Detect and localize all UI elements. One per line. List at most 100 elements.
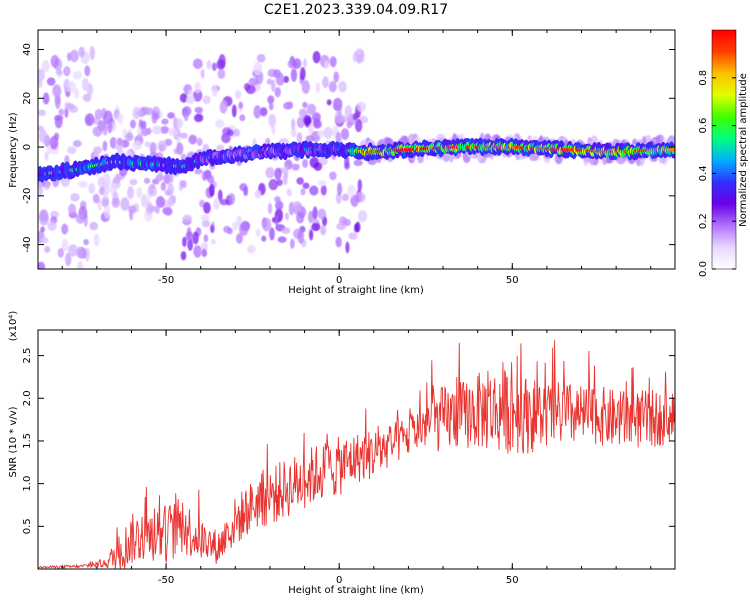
spectrogram-speckle (239, 222, 249, 237)
spectrogram-speckle (173, 117, 184, 129)
spectrogram-speckle (348, 232, 358, 240)
spectrogram-speckle (196, 137, 203, 146)
spectrogram-speckle (58, 108, 65, 116)
spectrogram-speckle (338, 81, 347, 93)
spectrogram-speckle (239, 114, 246, 122)
spectrogram-speckle (248, 77, 259, 87)
spectrogram-speckle (103, 188, 109, 200)
spectrogram-speckle (245, 84, 256, 95)
spectrogram-speckle (46, 77, 56, 86)
spectrogram-speckle (203, 234, 209, 243)
spectrogram-speckle (215, 119, 225, 128)
spectrogram-speckle (84, 113, 95, 127)
spectrogram-speckle (322, 76, 329, 89)
spectrogram-speckle (38, 129, 48, 143)
y-tick-label: -40 (22, 236, 33, 252)
spectrogram-speckle (65, 252, 72, 267)
spectrogram-speckle (50, 54, 60, 68)
spectrogram-speckle (290, 68, 298, 82)
y-tick-label: -20 (22, 188, 33, 204)
spectrogram-speckle (290, 127, 297, 137)
spectrogram-speckle (309, 229, 314, 241)
spectrogram-speckle (247, 244, 256, 254)
spectrogram-frame (37, 29, 676, 270)
spectrogram-speckle (117, 112, 124, 125)
spectrogram-speckle (275, 72, 285, 86)
spectrogram-speckle (84, 65, 91, 77)
spectrogram-speckle (144, 107, 154, 116)
spectrogram-speckle (210, 238, 216, 245)
spectrogram-speckle (92, 193, 100, 204)
spectrogram-speckle (42, 271, 49, 280)
spectrogram-speckle (68, 203, 77, 216)
y-tick-label: 40 (22, 43, 33, 56)
y-tick-label: 1.5 (22, 433, 33, 449)
spectrogram-speckle (70, 193, 80, 202)
spectrogram-speckle (143, 177, 151, 184)
spectrogram-speckle (274, 87, 281, 98)
spectrogram-speckle (320, 224, 327, 236)
spectrogram-speckle (211, 85, 218, 98)
spectrogram-speckle (67, 146, 77, 155)
spectrogram-speckle (176, 142, 184, 155)
spectrogram-speckle (38, 109, 46, 117)
spectrogram-speckle (128, 205, 137, 214)
spectrogram-speckle (305, 135, 315, 142)
spectrogram-speckle (78, 46, 85, 58)
figure-title: C2E1.2023.339.04.09.R17 (264, 2, 448, 18)
spectrogram-speckle (201, 171, 208, 181)
spectrogram-speckle (200, 214, 210, 221)
spectrogram-speckle (46, 145, 53, 155)
spectrogram-speckle (144, 141, 151, 148)
spectrogram-speckle (116, 137, 123, 146)
spectrogram-speckle (97, 176, 105, 187)
spectrogram-speckle (298, 108, 308, 118)
spectrogram-speckle (52, 84, 62, 98)
spectrogram-speckle (315, 82, 321, 93)
spectrogram-speckle (302, 158, 309, 168)
spectrogram-speckle (335, 193, 342, 204)
spectrogram-speckle (180, 180, 187, 189)
spectrogram-speckle (355, 48, 365, 61)
spectrogram-speckle (223, 225, 231, 234)
spectrogram-speckle (254, 189, 262, 199)
snr-y-ticks: 0.5 1.0 1.5 2.0 2.5 (22, 348, 675, 534)
spectrogram-speckle (193, 245, 202, 258)
spectrogram-speckle (94, 108, 103, 120)
snr-x-label: Height of straight line (km) (288, 585, 424, 596)
spectrogram-speckle (313, 119, 322, 129)
snr-y-label: SNR (10 * v/v) (8, 406, 19, 477)
spectrogram-speckle (334, 111, 344, 124)
spectrogram-speckle (132, 106, 141, 120)
spectrogram-speckle (40, 226, 45, 233)
spectrogram-speckle (129, 178, 138, 186)
snr-x-ticks: -50 0 50 (61, 330, 652, 586)
spectrogram-x-ticks: -50 0 50 (61, 30, 652, 286)
spectrogram-speckle (284, 164, 289, 178)
spectrogram-speckle (40, 237, 49, 244)
spectrogram-speckle (290, 238, 295, 249)
spectrogram-speckle (47, 220, 57, 232)
spectrogram-speckle (64, 107, 69, 118)
spectrogram-speckle (185, 231, 194, 242)
spectrogram-speckle (168, 127, 179, 136)
spectrogram-speckle (180, 251, 187, 261)
spectrogram-speckle (228, 193, 236, 205)
spectrogram-speckle (217, 68, 226, 80)
x-tick-label: 50 (506, 575, 519, 586)
spectrogram-speckle (38, 261, 46, 269)
spectrogram-speckle (218, 54, 226, 68)
spectrogram-speckle (168, 173, 174, 183)
y-tick-label: 2.5 (22, 348, 33, 364)
y-tick-label: 20 (22, 92, 33, 105)
spectrogram-speckle (211, 62, 217, 72)
spectrogram-speckle (89, 221, 99, 231)
spectrogram-speckle (161, 118, 169, 125)
spectrogram-speckle (261, 235, 267, 242)
spectrogram-speckle (72, 70, 82, 80)
spectrogram-ridge-core (671, 147, 675, 152)
spectrogram-speckle (65, 103, 76, 110)
y-tick-label: 0.5 (22, 518, 33, 534)
spectrogram-speckle (103, 205, 111, 219)
spectrogram-speckle (238, 101, 243, 109)
